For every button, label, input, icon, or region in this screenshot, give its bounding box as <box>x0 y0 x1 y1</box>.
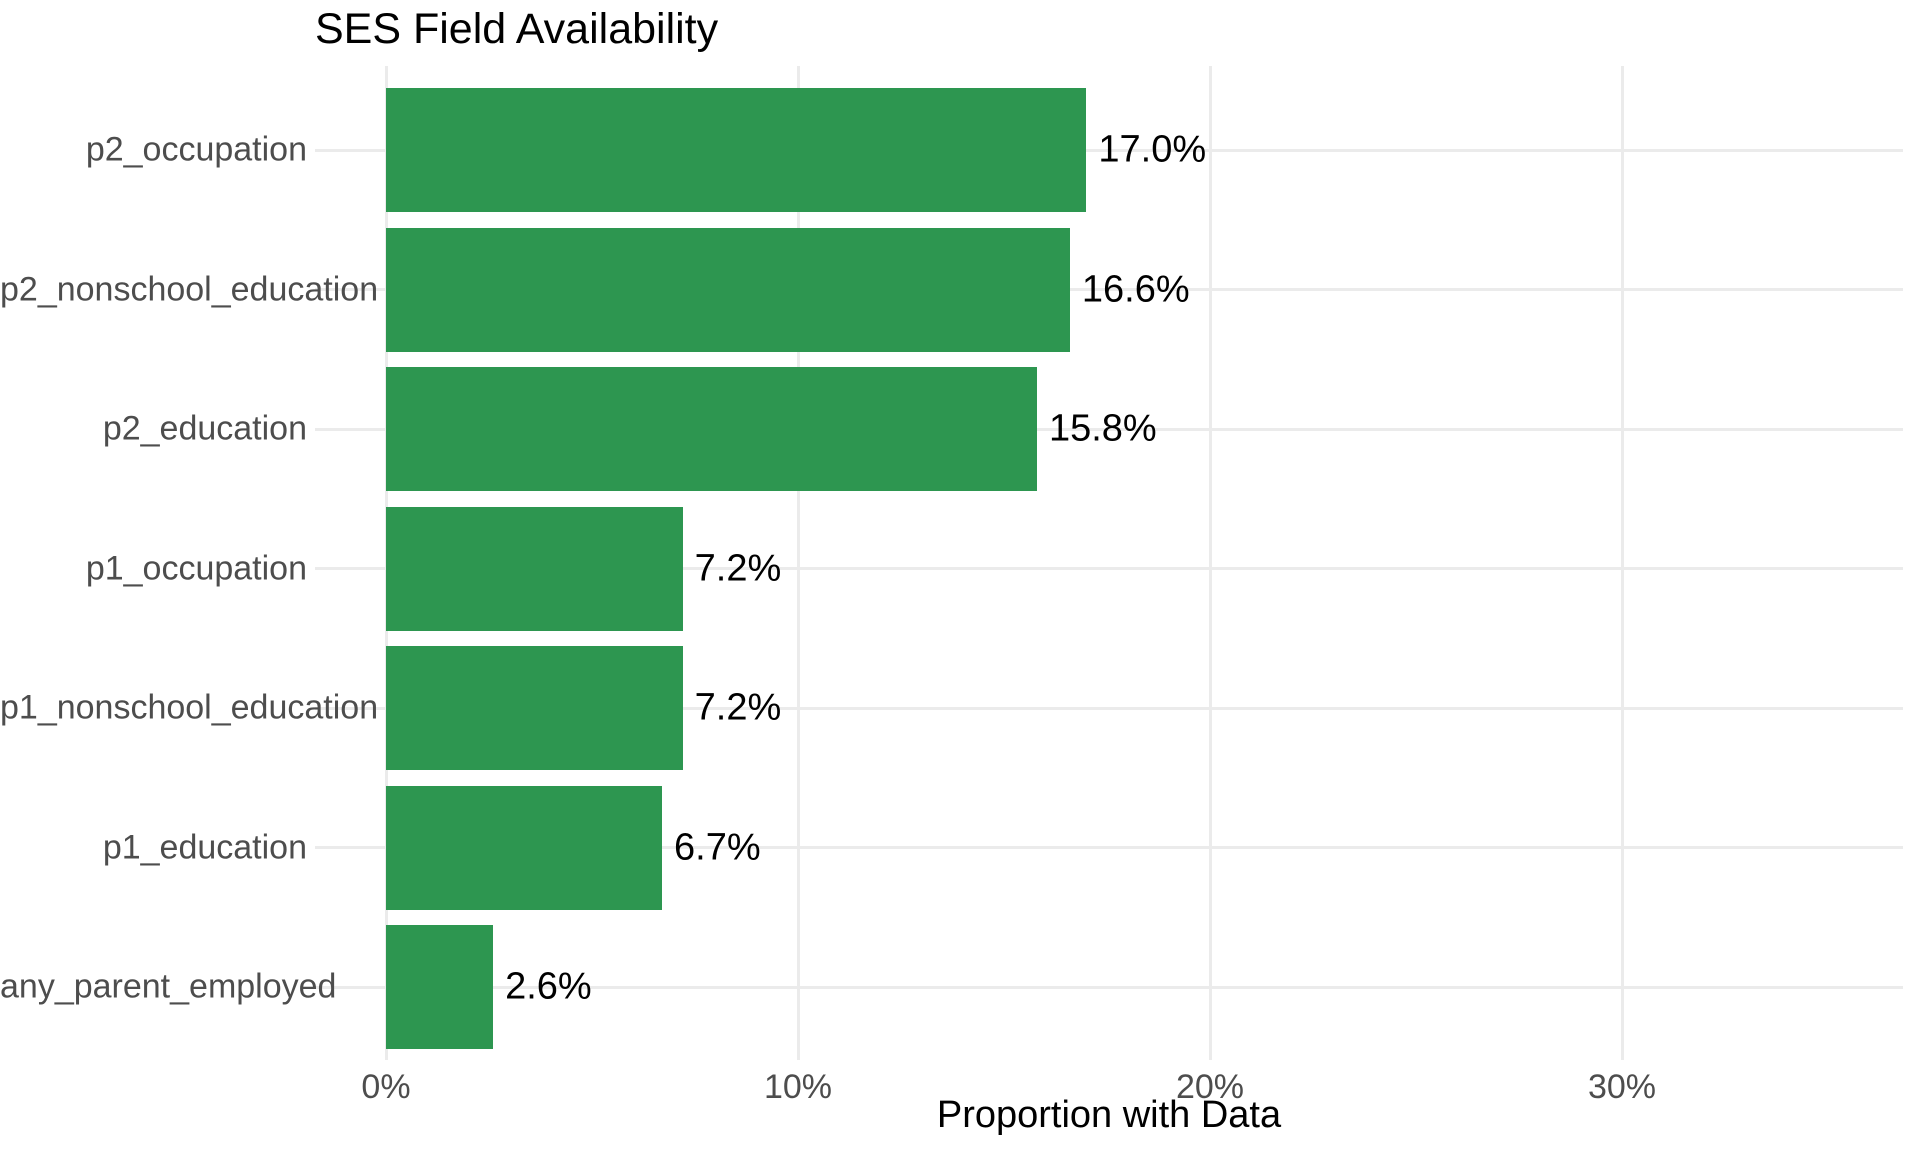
horizontal-gridline <box>315 706 1903 710</box>
y-axis-label: p2_education <box>102 409 307 448</box>
bar <box>386 506 683 631</box>
bar-value-label: 2.6% <box>505 965 592 1008</box>
y-axis-label: p2_nonschool_education <box>0 270 379 308</box>
vertical-gridline <box>1208 66 1212 1060</box>
y-axis-label: any_parent_employed <box>0 967 337 1006</box>
bar-value-label: 16.6% <box>1081 268 1190 310</box>
horizontal-gridline <box>315 148 1903 152</box>
horizontal-gridline <box>315 427 1903 431</box>
x-tick-label: 20% <box>1175 1068 1245 1106</box>
horizontal-gridline <box>315 288 1903 291</box>
bar-value-label: 15.8% <box>1048 407 1157 450</box>
chart-title: SES Field Availability <box>315 5 719 53</box>
x-tick-label: 10% <box>763 1068 833 1106</box>
bar <box>386 646 683 770</box>
x-tick-label: 30% <box>1587 1068 1657 1106</box>
vertical-gridline <box>796 66 800 1060</box>
y-axis-label: p2_occupation <box>85 130 307 169</box>
bar-value-label: 6.7% <box>674 826 761 868</box>
y-axis-label: p1_education <box>102 828 307 866</box>
bar <box>386 925 494 1049</box>
bar-value-label: 7.2% <box>694 686 782 729</box>
plot-panel: 17.0% 16.6% 15.8% 7.2% 7.2% 6.7% 2.6% <box>315 66 1903 1060</box>
bar <box>386 785 663 910</box>
y-axis-label: p1_nonschool_education <box>0 688 379 727</box>
bar-value-label: 7.2% <box>694 547 782 589</box>
bar <box>386 88 1087 212</box>
x-tick-label: 0% <box>361 1068 411 1106</box>
x-axis-title: Proportion with Data <box>936 1094 1282 1136</box>
bar <box>386 227 1070 352</box>
bar <box>386 367 1037 491</box>
horizontal-gridline <box>315 846 1903 849</box>
y-axis-label: p1_occupation <box>85 549 307 587</box>
vertical-gridline <box>1620 66 1624 1060</box>
horizontal-gridline <box>315 567 1903 570</box>
bar-value-label: 17.0% <box>1098 128 1207 171</box>
horizontal-gridline <box>315 985 1903 989</box>
